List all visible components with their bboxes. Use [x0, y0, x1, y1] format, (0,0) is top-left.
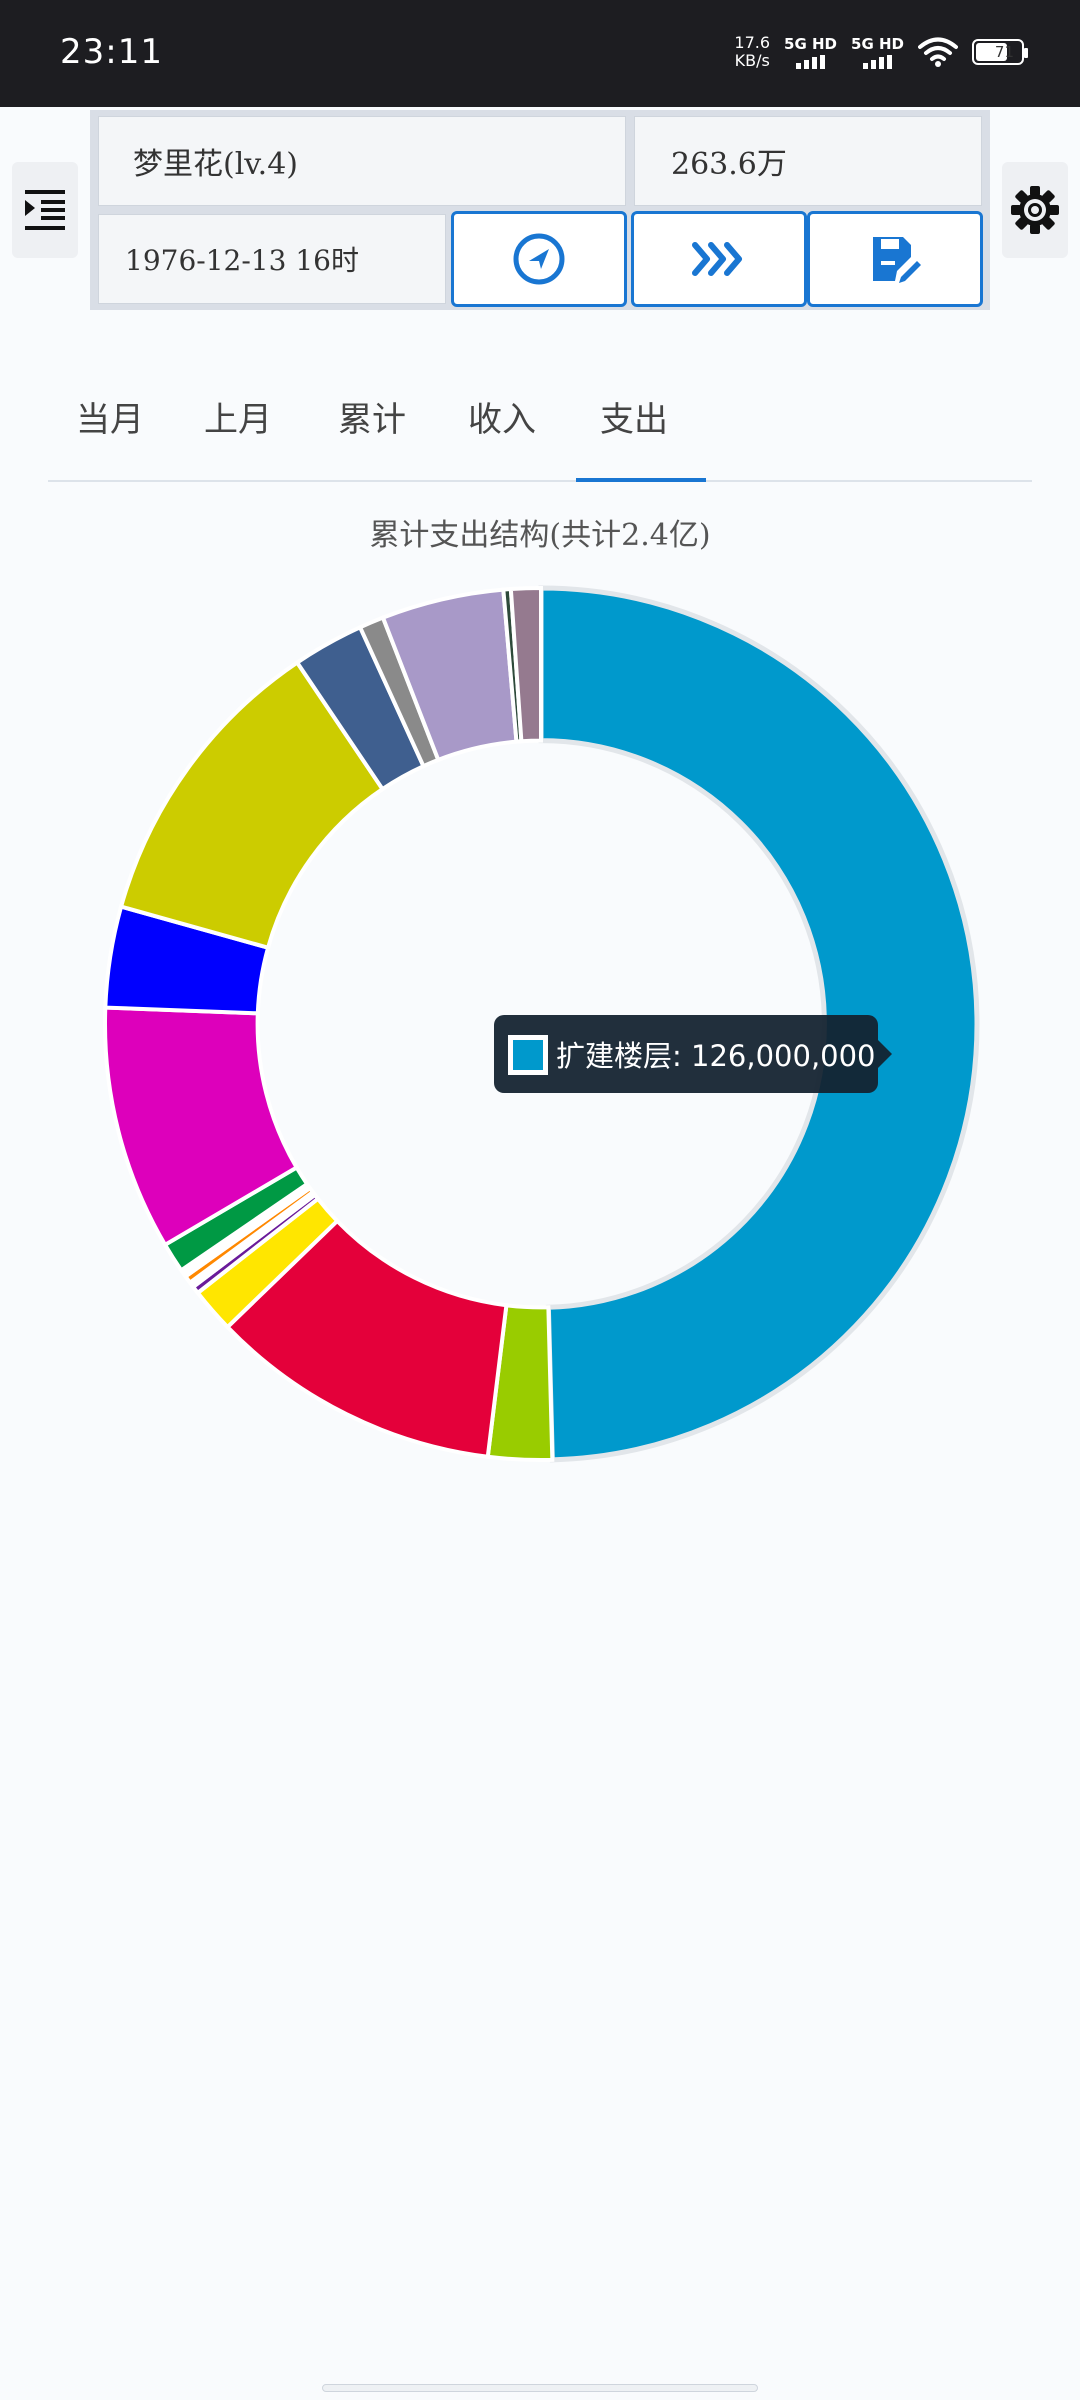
- battery-icon: 71: [972, 39, 1028, 65]
- settings-button[interactable]: [1002, 162, 1068, 258]
- tab-expense[interactable]: 支出: [600, 400, 668, 440]
- battery-level: 71: [994, 43, 1014, 61]
- fast-forward-icon: [692, 242, 742, 276]
- chart-tooltip: 扩建楼层: 126,000,000: [494, 1015, 892, 1093]
- home-indicator: [322, 2384, 758, 2392]
- navigate-icon: [513, 233, 565, 285]
- money-amount: 263.6万: [634, 116, 982, 206]
- tooltip-value: 126,000,000: [691, 1039, 876, 1073]
- tab-current-month[interactable]: 当月: [76, 400, 144, 440]
- battery-fill: [976, 43, 1008, 61]
- network-speed-unit: KB/s: [734, 51, 770, 70]
- sim1-signal-icon: 5G HD: [784, 35, 837, 69]
- tab-last-month[interactable]: 上月: [204, 400, 272, 440]
- sim1-label: 5G HD: [784, 35, 838, 53]
- chart-title: 累计支出结构(共计2.4亿): [369, 518, 711, 553]
- wifi-icon: [918, 37, 958, 67]
- gear-icon: [1011, 186, 1059, 234]
- donut-slice-1[interactable]: [538, 585, 980, 1463]
- status-time: 23:11: [60, 32, 163, 72]
- player-name: 梦里花(lv.4): [98, 116, 626, 206]
- sim2-label: 5G HD: [851, 35, 904, 53]
- fast-forward-button[interactable]: [631, 211, 807, 307]
- indent-menu-icon: [25, 190, 65, 230]
- save-button[interactable]: [807, 211, 983, 307]
- save-edit-icon: [873, 237, 921, 283]
- expense-donut-chart: 扩建楼层: 126,000,000: [103, 585, 980, 1463]
- status-indicators: 17.6 KB/s 5G HD 5G HD 71: [734, 34, 1028, 70]
- game-datetime: 1976-12-13 16时: [98, 214, 446, 304]
- status-bar: 23:11 17.6 KB/s 5G HD 5G HD 71: [0, 0, 1080, 107]
- tab-active-indicator: [576, 478, 706, 482]
- network-speed-value: 17.6: [734, 33, 771, 52]
- tab-bar: 当月 上月 累计 收入 支出: [48, 360, 1032, 482]
- menu-button[interactable]: [12, 162, 78, 258]
- svg-text:扩建楼层: 126,000,000: 扩建楼层: 126,000,000: [556, 1039, 876, 1073]
- network-speed: 17.6 KB/s: [734, 34, 770, 70]
- tab-cumulative[interactable]: 累计: [338, 400, 406, 440]
- info-panel: 梦里花(lv.4) 263.6万 1976-12-13 16时: [90, 110, 990, 310]
- navigate-button[interactable]: [451, 211, 627, 307]
- tooltip-series-name: 扩建楼层: [556, 1039, 672, 1073]
- sim2-signal-icon: 5G HD: [851, 35, 904, 69]
- tab-income[interactable]: 收入: [468, 400, 536, 440]
- donut-slice-17[interactable]: [508, 585, 543, 744]
